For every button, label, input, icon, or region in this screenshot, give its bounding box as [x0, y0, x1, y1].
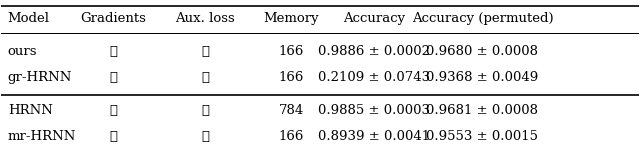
- Text: ✓: ✓: [109, 105, 117, 117]
- Text: 0.8939 ± 0.0041: 0.8939 ± 0.0041: [318, 130, 430, 143]
- Text: HRNN: HRNN: [8, 105, 52, 117]
- Text: 166: 166: [278, 45, 304, 58]
- Text: 784: 784: [278, 105, 304, 117]
- Text: Gradients: Gradients: [80, 12, 146, 25]
- Text: 0.9553 ± 0.0015: 0.9553 ± 0.0015: [426, 130, 538, 143]
- Text: ✗: ✗: [109, 71, 117, 84]
- Text: Accuracy (permuted): Accuracy (permuted): [412, 12, 554, 25]
- Text: 0.9886 ± 0.0002: 0.9886 ± 0.0002: [318, 45, 430, 58]
- Text: 0.9885 ± 0.0003: 0.9885 ± 0.0003: [318, 105, 430, 117]
- Text: ✗: ✗: [109, 45, 117, 58]
- Text: 0.9368 ± 0.0049: 0.9368 ± 0.0049: [426, 71, 539, 84]
- Text: ✓: ✓: [202, 130, 209, 143]
- Text: Model: Model: [8, 12, 50, 25]
- Text: 166: 166: [278, 71, 304, 84]
- Text: 0.9681 ± 0.0008: 0.9681 ± 0.0008: [426, 105, 538, 117]
- Text: 0.2109 ± 0.0743: 0.2109 ± 0.0743: [318, 71, 430, 84]
- Text: Memory: Memory: [264, 12, 319, 25]
- Text: mr-HRNN: mr-HRNN: [8, 130, 76, 143]
- Text: ✓: ✓: [202, 45, 209, 58]
- Text: ours: ours: [8, 45, 37, 58]
- Text: 0.9680 ± 0.0008: 0.9680 ± 0.0008: [426, 45, 538, 58]
- Text: Accuracy: Accuracy: [343, 12, 405, 25]
- Text: gr-HRNN: gr-HRNN: [8, 71, 72, 84]
- Text: 166: 166: [278, 130, 304, 143]
- Text: ✓: ✓: [202, 105, 209, 117]
- Text: ✗: ✗: [202, 71, 209, 84]
- Text: Aux. loss: Aux. loss: [175, 12, 235, 25]
- Text: ✓: ✓: [109, 130, 117, 143]
